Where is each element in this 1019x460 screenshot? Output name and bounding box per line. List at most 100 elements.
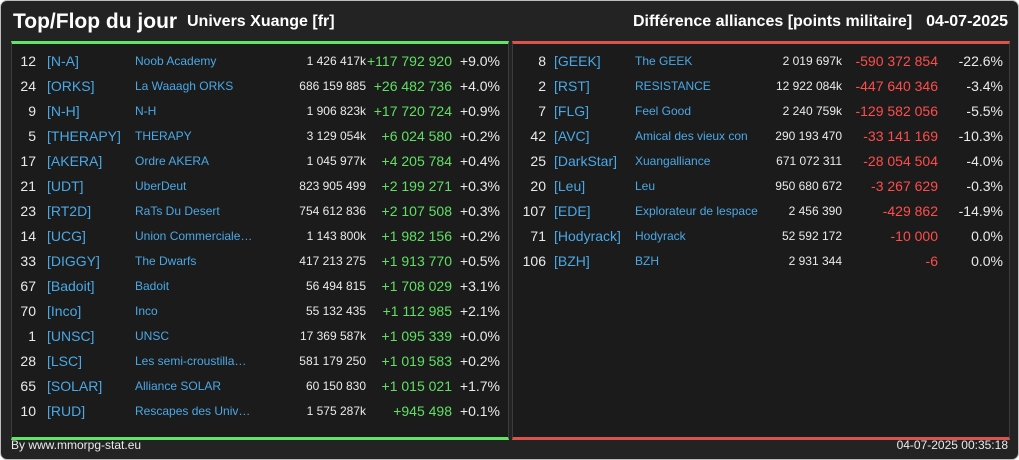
- alliance-tag-link[interactable]: [THERAPY]: [47, 128, 121, 144]
- points-difference: +1 095 339: [381, 328, 452, 344]
- alliance-tag-link[interactable]: [UNSC]: [47, 328, 95, 344]
- table-row: 9 [N-H] N-H 1 906 823k +17 720 724 +0.9%: [12, 99, 508, 124]
- table-row: 24 [ORKS] La Waaagh ORKS 686 159 885 +26 482…: [12, 74, 508, 99]
- alliance-points: 581 179 250: [299, 354, 366, 368]
- table-row: 28 [LSC] Les semi-croustilla… 581 179 250 +1…: [12, 349, 508, 374]
- points-difference: +2 199 271: [381, 178, 452, 194]
- table-row: 10 [RUD] Rescapes des Univ… 1 575 287k +945 …: [12, 399, 508, 424]
- alliance-points: 1 045 977k: [306, 154, 366, 168]
- table-row: 21 [UDT] UberDeut 823 905 499 +2 199 271 +0.3…: [12, 174, 508, 199]
- alliance-tag-link[interactable]: [ORKS]: [47, 78, 95, 94]
- alliance-tag-link[interactable]: [RT2D]: [47, 203, 92, 219]
- alliance-tag-link[interactable]: [RST]: [554, 78, 590, 94]
- alliance-points: 3 129 054k: [306, 129, 366, 143]
- header-date: 04-07-2025: [926, 13, 1008, 30]
- percent-change: +0.1%: [459, 403, 500, 419]
- alliance-tag-link[interactable]: [Badoit]: [47, 278, 95, 294]
- points-difference: -6: [925, 253, 938, 269]
- table-row: 23 [RT2D] RaTs Du Desert 754 612 836 +2 107 …: [12, 199, 508, 224]
- alliance-rank: 5: [28, 128, 36, 144]
- percent-change: +3.1%: [459, 278, 500, 294]
- table-row: 2 [RST] RESISTANCE 12 922 084k -447 640 346-…: [513, 74, 1009, 99]
- alliance-tag-link[interactable]: [LSC]: [47, 353, 83, 369]
- alliance-points: 417 213 275: [299, 254, 366, 268]
- percent-change: +0.2%: [459, 353, 500, 369]
- alliance-rank: 70: [20, 303, 36, 319]
- points-difference: +17 720 724: [373, 103, 452, 119]
- alliance-points: 754 612 836: [299, 204, 366, 218]
- alliance-tag-link[interactable]: [GEEK]: [554, 53, 601, 69]
- percent-change: +4.0%: [459, 78, 500, 94]
- alliance-points: 686 159 885: [299, 79, 366, 93]
- alliance-tag-link[interactable]: [DarkStar]: [554, 153, 618, 169]
- alliance-points: 60 150 830: [305, 379, 366, 393]
- alliance-points: 290 193 470: [775, 129, 842, 143]
- alliance-points: 1 575 287k: [306, 404, 366, 418]
- alliance-rank: 25: [530, 153, 546, 169]
- table-row: 70 [Inco] Inco 55 132 435 +1 112 985 +2.1%: [12, 299, 508, 324]
- header-right: Différence alliances [points militaire] 0…: [633, 13, 1008, 31]
- alliance-rank: 71: [530, 228, 546, 244]
- alliance-rank: 24: [20, 78, 36, 94]
- alliance-tag-link[interactable]: [UDT]: [47, 178, 84, 194]
- points-difference: +117 792 920: [367, 53, 452, 69]
- points-difference: +1 708 029: [381, 278, 452, 294]
- alliance-points: 1 906 823k: [306, 104, 366, 118]
- points-difference: +1 913 770: [381, 253, 452, 269]
- alliance-points: 2 240 759k: [782, 104, 842, 118]
- table-row: 8 [GEEK] The GEEK 2 019 697k -590 372 854 -22…: [513, 49, 1009, 74]
- alliance-tag-link[interactable]: [Hodyrack]: [554, 228, 621, 244]
- percent-change: +1.7%: [459, 378, 500, 394]
- site-credit: By www.mmorpg-stat.eu: [11, 438, 142, 452]
- table-row: 1 [UNSC] UNSC 17 369 587k +1 095 339 +0.0%: [12, 324, 508, 349]
- alliance-tag-link[interactable]: [BZH]: [554, 253, 590, 269]
- points-difference: -590 372 854: [855, 53, 938, 69]
- alliance-tag-link[interactable]: [DIGGY]: [47, 253, 100, 269]
- points-difference: +2 107 508: [381, 203, 452, 219]
- alliance-tag-link[interactable]: [N-H]: [47, 103, 80, 119]
- top-gainers-panel: 12 [N-A] Noob Academy 1 426 417k +117 792 92…: [11, 41, 509, 440]
- alliance-points: 2 931 344: [788, 254, 842, 268]
- alliance-tag-link[interactable]: [SOLAR]: [47, 378, 103, 394]
- alliance-tag-link[interactable]: [N-A]: [47, 53, 79, 69]
- points-difference: +6 024 580: [381, 128, 452, 144]
- category-label: Différence alliances [points militaire]: [632, 13, 913, 30]
- alliance-rank: 23: [20, 203, 36, 219]
- alliance-rank: 20: [530, 178, 546, 194]
- alliance-rank: 33: [20, 253, 36, 269]
- alliance-rank: 9: [28, 103, 36, 119]
- alliance-rank: 17: [20, 153, 36, 169]
- alliance-points: 1 426 417k: [306, 54, 366, 68]
- percent-change: -0.3%: [966, 178, 1003, 194]
- alliance-points: 56 494 815: [305, 279, 366, 293]
- alliance-points: 823 905 499: [299, 179, 366, 193]
- alliance-tag-link[interactable]: [FLG]: [554, 103, 590, 119]
- alliance-rank: 28: [20, 353, 36, 369]
- alliance-tag-link[interactable]: [AVC]: [554, 128, 590, 144]
- top-losers-panel: 8 [GEEK] The GEEK 2 019 697k -590 372 854 -22…: [512, 41, 1010, 440]
- table-row: 42 [AVC] Amical des vieux con 290 193 470 -3…: [513, 124, 1009, 149]
- alliance-tag-link[interactable]: [UCG]: [47, 228, 86, 244]
- table-row: 17 [AKERA] Ordre AKERA 1 045 977k +4 205 784…: [12, 149, 508, 174]
- alliance-tag-link[interactable]: [Leu]: [554, 178, 586, 194]
- percent-change: -22.6%: [958, 53, 1003, 69]
- alliance-points: 52 592 172: [781, 229, 842, 243]
- points-difference: +1 019 583: [381, 353, 452, 369]
- table-row: 106 [BZH] BZH 2 931 344 -6 0.0%: [513, 249, 1009, 274]
- alliance-points: 671 072 311: [776, 154, 842, 168]
- percent-change: 0.0%: [971, 228, 1003, 244]
- percent-change: +0.9%: [459, 103, 500, 119]
- percent-change: -4.0%: [966, 153, 1003, 169]
- alliance-tag-link[interactable]: [Inco]: [47, 303, 82, 319]
- points-difference: +26 482 736: [373, 78, 452, 94]
- points-difference: -447 640 346: [855, 78, 938, 94]
- table-row: 7 [FLG] Feel Good 2 240 759k -129 582 056 -5.…: [513, 99, 1009, 124]
- alliance-rank: 67: [20, 278, 36, 294]
- table-row: 25 [DarkStar] Xuangalliance 671 072 311 -28 …: [513, 149, 1009, 174]
- alliance-tag-link[interactable]: [AKERA]: [47, 153, 103, 169]
- alliance-tag-link[interactable]: [EDE]: [554, 203, 591, 219]
- alliance-tag-link[interactable]: [RUD]: [47, 403, 86, 419]
- table-row: 5 [THERAPY] THERAPY 3 129 054k +6 024 580 +0.…: [12, 124, 508, 149]
- percent-change: +0.2%: [459, 228, 500, 244]
- points-difference: +1 982 156: [381, 228, 452, 244]
